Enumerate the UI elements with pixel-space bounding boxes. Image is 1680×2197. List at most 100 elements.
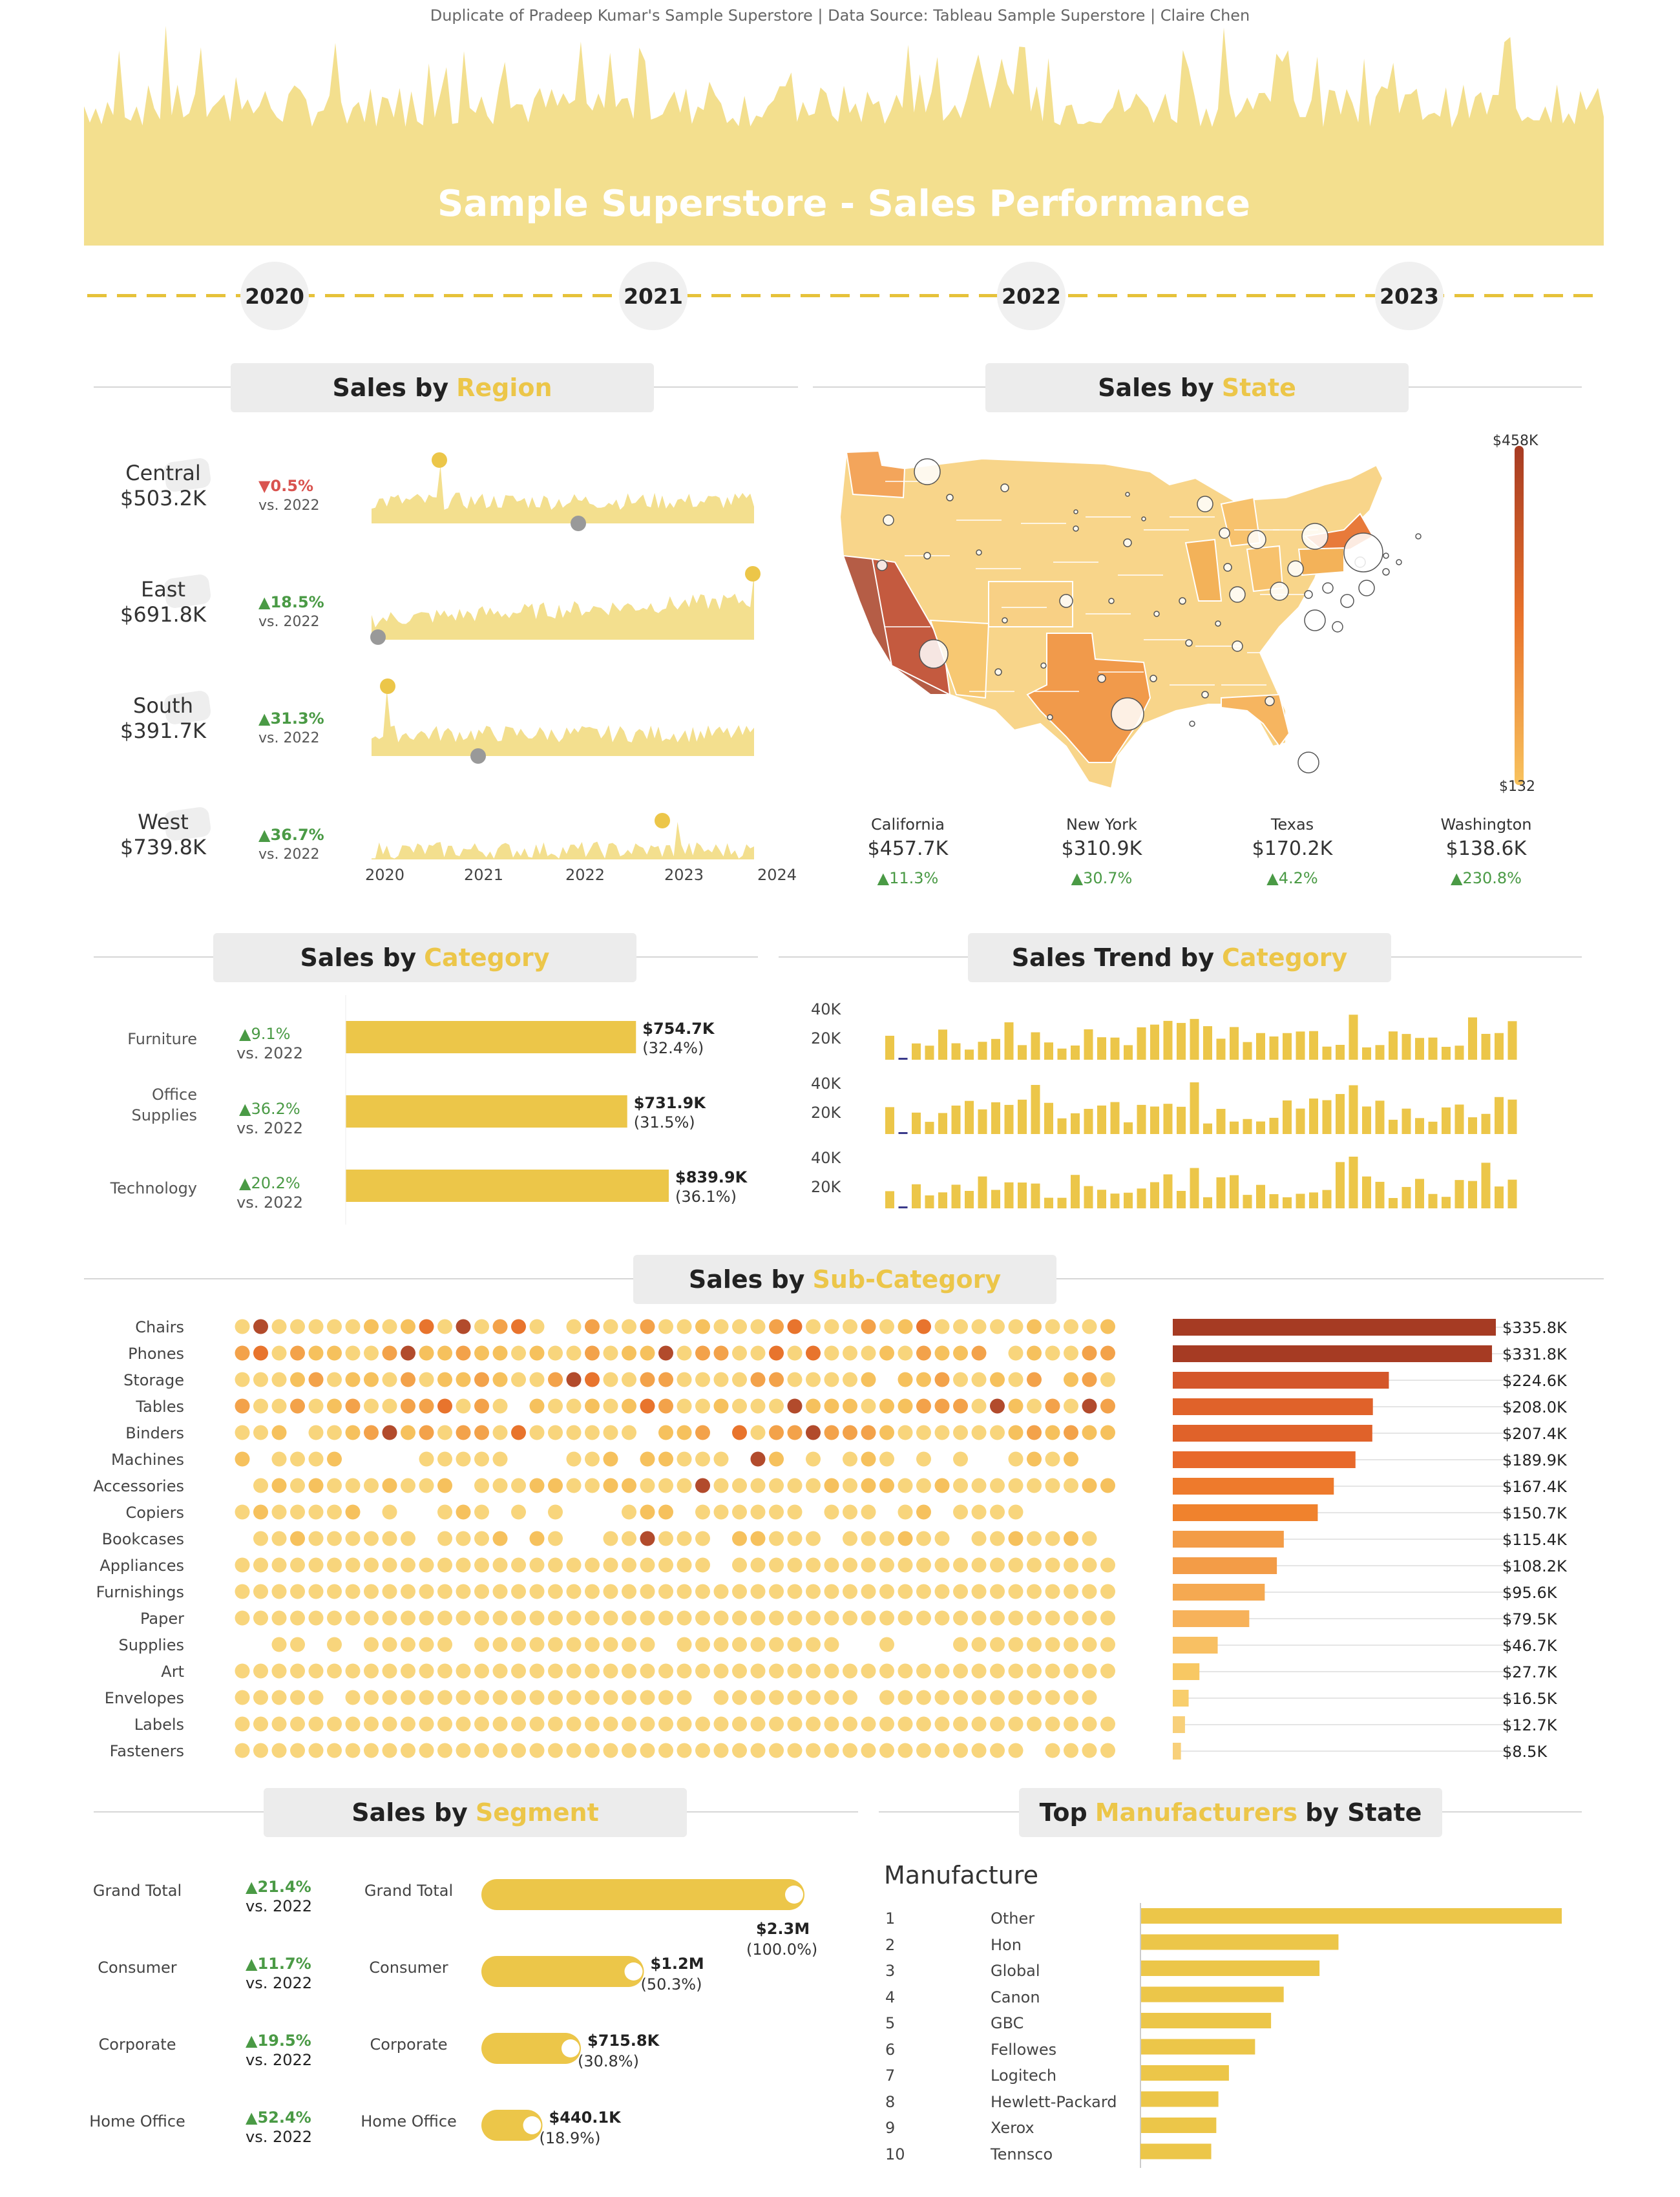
trend-bar — [1018, 1099, 1027, 1134]
subcategory-month-dot — [1082, 1478, 1097, 1493]
subcategory-month-dot — [585, 1637, 600, 1652]
state-sales-bubble — [914, 458, 941, 485]
subcategory-month-dot — [364, 1663, 379, 1679]
manufacturer-rank: 4 — [885, 1988, 896, 2006]
subcategory-month-dot — [658, 1425, 673, 1440]
trend-bar — [1256, 1121, 1265, 1134]
subcategory-month-dot — [640, 1398, 655, 1414]
us-state-map[interactable] — [834, 439, 1467, 801]
trend-bar — [1362, 1047, 1371, 1060]
subcategory-month-dot — [953, 1557, 968, 1573]
subcategory-month-dot — [787, 1531, 803, 1546]
subcategory-month-dot — [658, 1504, 673, 1520]
trend-bar — [1018, 1045, 1027, 1060]
subcategory-month-dot — [843, 1345, 857, 1361]
subcategory-month-dot — [843, 1398, 857, 1414]
subcategory-month-dot — [401, 1663, 415, 1679]
subcategory-month-dot — [419, 1345, 434, 1361]
trend-bar — [1124, 1122, 1133, 1134]
subcategory-month-dot — [934, 1690, 950, 1705]
region-area-south — [372, 690, 754, 756]
subcategory-month-dot — [1008, 1557, 1024, 1573]
trend-bar — [951, 1043, 961, 1060]
segment-bar-label: Consumer — [369, 1959, 448, 1977]
manufacturer-rank: 1 — [885, 1909, 896, 1928]
subcategory-month-dot — [732, 1425, 747, 1440]
subcategory-month-dot — [750, 1425, 766, 1440]
subcategory-month-dot — [769, 1716, 784, 1732]
state-florida — [1221, 693, 1290, 748]
subcategory-month-dot — [990, 1690, 1005, 1705]
subcategory-month-dot — [695, 1478, 710, 1493]
subcategory-month-dot — [1008, 1531, 1024, 1546]
subcategory-bar — [1173, 1372, 1389, 1389]
subcategory-month-dot — [713, 1610, 729, 1626]
subcategory-month-dot — [953, 1690, 968, 1705]
trend-bar — [1216, 1038, 1226, 1060]
subcategory-month-dot — [1100, 1743, 1115, 1758]
subcategory-month-dot — [382, 1637, 397, 1652]
subcategory-month-dot — [898, 1372, 913, 1387]
subcategory-month-dot — [437, 1584, 452, 1599]
timeline-year-2023[interactable]: 2023 — [1375, 262, 1444, 330]
timeline-year-2021[interactable]: 2021 — [619, 262, 688, 330]
subcategory-month-dot — [566, 1451, 582, 1467]
subcategory-month-dot — [990, 1743, 1005, 1758]
subcategory-month-dot — [658, 1584, 673, 1599]
trend-bar — [951, 1105, 961, 1134]
subcategory-month-dot — [898, 1663, 913, 1679]
manufacturer-name: Canon — [991, 1988, 1040, 2006]
trend-bar — [1454, 1180, 1464, 1208]
subcategory-month-dot — [474, 1610, 489, 1626]
subcategory-month-dot — [492, 1637, 508, 1652]
subcategory-month-dot — [437, 1478, 452, 1493]
timeline-year-2022[interactable]: 2022 — [997, 262, 1066, 330]
subcategory-month-dot — [308, 1398, 324, 1414]
subcategory-month-dot — [529, 1478, 545, 1493]
subcategory-name: Binders — [125, 1424, 184, 1442]
subcategory-month-dot — [603, 1716, 618, 1732]
manufacturer-rank: 6 — [885, 2040, 896, 2059]
trend-bar — [1442, 1047, 1451, 1060]
subcategory-month-dot — [953, 1425, 968, 1440]
subcategory-month-dot — [806, 1425, 821, 1440]
subcategory-month-dot — [1100, 1584, 1115, 1599]
subcategory-month-dot — [271, 1478, 287, 1493]
trend-bar — [1322, 1190, 1332, 1208]
subcategory-month-dot — [713, 1716, 729, 1732]
timeline-year-2020[interactable]: 2020 — [240, 262, 309, 330]
trend-bar — [938, 1192, 947, 1208]
subcategory-name: Labels — [134, 1716, 184, 1734]
region-sparklines — [370, 452, 761, 859]
region-axis-tick: 2022 — [565, 866, 605, 884]
subcategory-month-dot — [934, 1716, 950, 1732]
subcategory-month-dot — [437, 1557, 452, 1573]
segment-change: ▲21.4% — [246, 1878, 311, 1896]
subcategory-month-dot — [990, 1425, 1005, 1440]
subcategory-month-dot — [474, 1663, 489, 1679]
subcategory-month-dot — [677, 1398, 692, 1414]
subcategory-month-dot — [456, 1398, 471, 1414]
subcategory-month-dot — [1082, 1743, 1097, 1758]
subcategory-month-dot — [713, 1663, 729, 1679]
trend-bar — [1481, 1113, 1491, 1134]
subcategory-month-dot — [1064, 1425, 1078, 1440]
subcategory-value: $224.6K — [1502, 1372, 1568, 1390]
region-change: ▲36.7% — [258, 826, 324, 844]
manufacturer-rank: 7 — [885, 2066, 896, 2085]
subcategory-month-dot — [971, 1504, 987, 1520]
subcategory-month-dot — [843, 1663, 857, 1679]
state-sales: $138.6K — [1445, 837, 1527, 860]
trend-bar — [1468, 1017, 1477, 1060]
subcategory-month-dot — [750, 1690, 766, 1705]
subcategory-month-dot — [879, 1478, 894, 1493]
manufacturer-name: Tennsco — [991, 2145, 1053, 2163]
manufacturer-bar — [1140, 2013, 1272, 2028]
trend-bar — [1084, 1109, 1093, 1134]
trend-bar — [1137, 1027, 1146, 1060]
trend-bar — [1190, 1082, 1199, 1134]
subcategory-month-dot — [585, 1398, 600, 1414]
subcategory-month-dot — [364, 1584, 379, 1599]
trend-bar — [885, 1191, 894, 1208]
subcategory-name: Machines — [111, 1451, 184, 1469]
